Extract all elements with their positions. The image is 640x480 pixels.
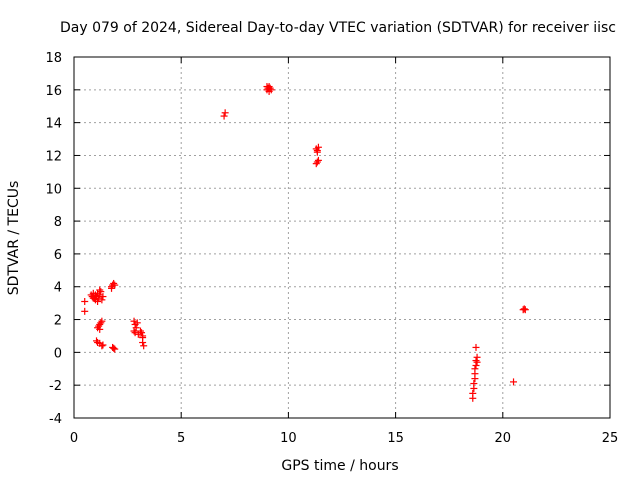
data-point [510,378,518,386]
data-point [98,296,106,304]
data-point [263,83,271,91]
data-point [108,284,116,292]
data-point [98,317,106,325]
data-point [521,306,529,314]
axis-ticks: 0 5 10 15 20 25 -4 -2 0 2 4 6 8 10 12 14 16 18 [45,51,618,446]
y-tick-label: 4 [54,281,62,296]
x-tick-label: 20 [495,431,512,446]
y-tick-label: 12 [45,149,62,164]
x-tick-label: 10 [280,431,297,446]
data-point [221,109,229,117]
data-point [89,294,97,302]
data-points [81,83,529,402]
data-point [99,293,107,301]
data-point [138,329,146,337]
data-point [97,319,105,327]
data-point [81,297,89,305]
y-tick-label: 10 [45,182,62,197]
data-point [98,342,106,350]
data-point [265,87,273,95]
data-point [131,329,139,337]
data-point [136,327,144,335]
grid-lines [74,57,610,418]
x-tick-label: 5 [177,431,185,446]
data-point [312,160,320,168]
data-point [266,84,274,92]
data-point [130,327,138,335]
data-point [220,112,228,120]
data-point [313,148,321,156]
data-point [110,344,118,352]
y-tick-label: 8 [54,215,62,230]
x-tick-label: 15 [387,431,404,446]
data-point [81,307,89,315]
y-tick-label: -4 [49,412,62,427]
y-tick-label: 16 [45,84,62,99]
chart-title: Day 079 of 2024, Sidereal Day-to-day VTE… [60,20,616,36]
data-point [133,319,141,327]
data-point [94,297,102,305]
y-tick-label: 2 [54,314,62,329]
data-point [520,305,528,313]
data-point [314,143,322,151]
data-point [473,353,481,361]
data-point [111,281,119,289]
y-tick-label: 14 [45,117,62,132]
x-tick-label: 0 [70,431,78,446]
data-point [96,286,104,294]
data-point [472,357,480,365]
y-tick-label: 6 [54,248,62,263]
data-point [99,341,107,349]
data-point [111,345,119,353]
x-tick-label: 25 [602,431,619,446]
y-axis-title: SDTVAR / TECUs [6,181,22,296]
data-point [472,343,480,351]
data-point [140,342,148,350]
data-point [96,325,104,333]
x-axis-title: GPS time / hours [281,458,398,474]
data-point [139,332,147,340]
data-point [313,158,321,166]
data-point [469,389,477,397]
data-point [130,317,138,325]
y-tick-label: -2 [49,379,62,394]
y-tick-label: 18 [45,51,62,66]
data-point [139,339,147,347]
data-point [97,288,105,296]
data-point [110,279,118,287]
y-tick-label: 0 [54,346,62,361]
plot-frame [73,56,611,419]
data-point [470,380,478,388]
data-point [471,365,479,373]
